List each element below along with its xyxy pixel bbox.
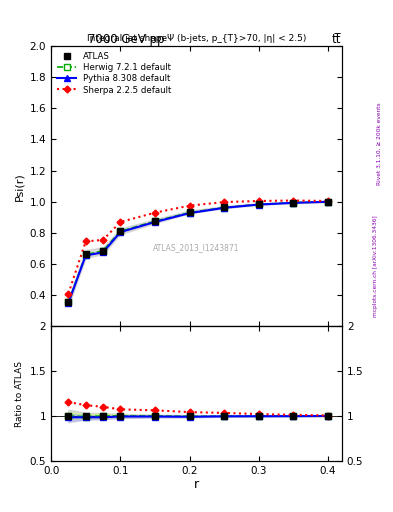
ATLAS xyxy=(222,204,226,210)
Pythia 8.308 default xyxy=(326,199,331,205)
Pythia 8.308 default xyxy=(66,300,71,306)
Pythia 8.308 default xyxy=(291,200,296,206)
Sherpa 2.2.5 default xyxy=(152,209,157,216)
Sherpa 2.2.5 default xyxy=(326,198,331,204)
Herwig 7.2.1 default xyxy=(152,218,157,224)
ATLAS xyxy=(152,218,157,224)
Pythia 8.308 default xyxy=(222,205,226,211)
Herwig 7.2.1 default xyxy=(222,204,226,210)
Text: 7000 GeV pp: 7000 GeV pp xyxy=(88,33,164,46)
Herwig 7.2.1 default xyxy=(83,251,88,258)
Pythia 8.308 default xyxy=(101,249,105,255)
Sherpa 2.2.5 default xyxy=(291,198,296,204)
Sherpa 2.2.5 default xyxy=(101,237,105,243)
Pythia 8.308 default xyxy=(83,252,88,259)
Line: Pythia 8.308 default: Pythia 8.308 default xyxy=(66,199,331,306)
Pythia 8.308 default xyxy=(152,219,157,225)
Herwig 7.2.1 default xyxy=(326,199,331,205)
ATLAS xyxy=(257,201,261,207)
Sherpa 2.2.5 default xyxy=(83,239,88,245)
Text: tt̅: tt̅ xyxy=(331,33,341,46)
Text: Rivet 3.1.10, ≥ 200k events: Rivet 3.1.10, ≥ 200k events xyxy=(377,102,382,185)
Y-axis label: Psi(r): Psi(r) xyxy=(14,172,24,201)
Y-axis label: Ratio to ATLAS: Ratio to ATLAS xyxy=(15,360,24,426)
Title: Integral jet shapeΨ (b-jets, p_{T}>70, |η| < 2.5): Integral jet shapeΨ (b-jets, p_{T}>70, |… xyxy=(87,33,306,42)
Line: ATLAS: ATLAS xyxy=(65,199,331,305)
Sherpa 2.2.5 default xyxy=(187,203,192,209)
Herwig 7.2.1 default xyxy=(291,200,296,206)
Herwig 7.2.1 default xyxy=(101,248,105,254)
Herwig 7.2.1 default xyxy=(66,299,71,305)
Herwig 7.2.1 default xyxy=(118,228,123,234)
ATLAS xyxy=(187,209,192,215)
Herwig 7.2.1 default xyxy=(257,201,261,207)
Pythia 8.308 default xyxy=(118,229,123,235)
Pythia 8.308 default xyxy=(257,202,261,208)
ATLAS xyxy=(83,251,88,257)
ATLAS xyxy=(118,228,123,234)
Sherpa 2.2.5 default xyxy=(118,219,123,225)
Line: Sherpa 2.2.5 default: Sherpa 2.2.5 default xyxy=(66,198,331,296)
Sherpa 2.2.5 default xyxy=(257,198,261,204)
Sherpa 2.2.5 default xyxy=(222,199,226,205)
X-axis label: r: r xyxy=(194,478,199,492)
Legend: ATLAS, Herwig 7.2.1 default, Pythia 8.308 default, Sherpa 2.2.5 default: ATLAS, Herwig 7.2.1 default, Pythia 8.30… xyxy=(55,50,173,96)
Sherpa 2.2.5 default xyxy=(66,290,71,296)
ATLAS xyxy=(66,299,71,305)
Pythia 8.308 default xyxy=(187,210,192,216)
Text: mcplots.cern.ch [arXiv:1306.3436]: mcplots.cern.ch [arXiv:1306.3436] xyxy=(373,216,378,317)
ATLAS xyxy=(291,200,296,206)
ATLAS xyxy=(101,248,105,254)
Text: ATLAS_2013_I1243871: ATLAS_2013_I1243871 xyxy=(153,243,240,252)
ATLAS xyxy=(326,199,331,205)
Herwig 7.2.1 default xyxy=(187,209,192,216)
Line: Herwig 7.2.1 default: Herwig 7.2.1 default xyxy=(66,199,331,305)
